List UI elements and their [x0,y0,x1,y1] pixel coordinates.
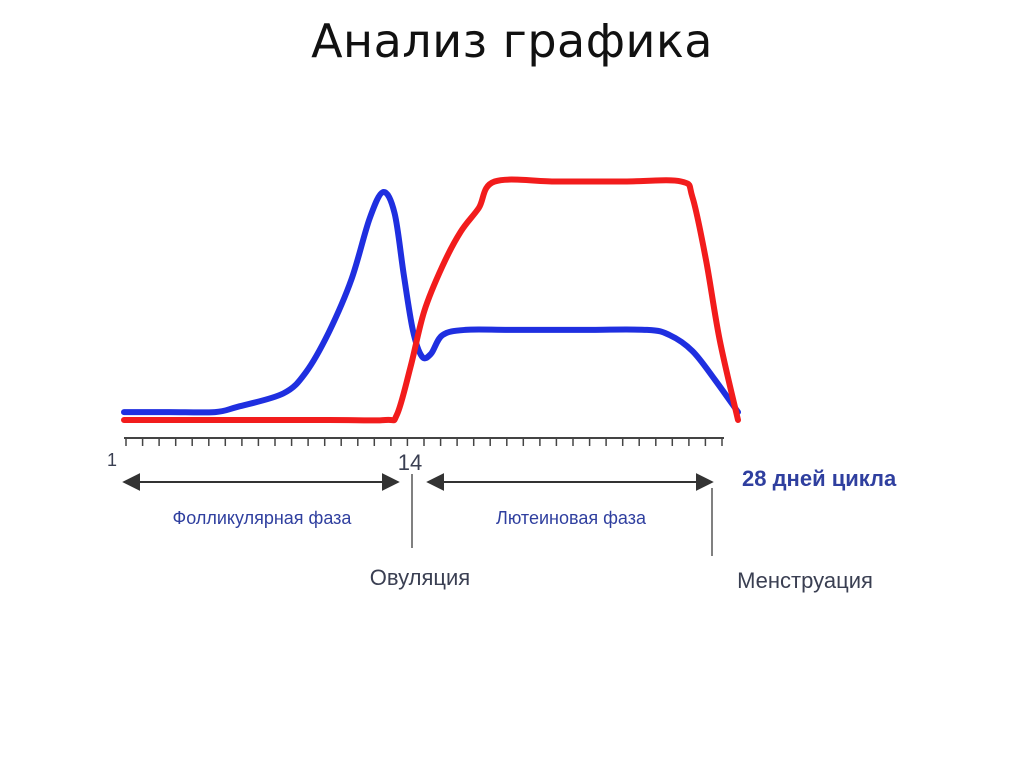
slide-title: Анализ графика [311,14,713,68]
menstruation-label: Менструация [737,568,873,593]
follicular-phase-label: Фолликулярная фаза [173,508,353,528]
blue-curve-line [121,189,741,416]
red-curve-line [121,176,741,424]
curves-layer [121,176,741,424]
phase-annotations [122,473,714,556]
x-axis [124,437,724,446]
x-end-label: 28 дней цикла [742,466,897,491]
ovulation-day-label: 14 [398,450,422,475]
luteal-phase-label: Лютеиновая фаза [496,508,647,528]
ovulation-label: Овуляция [370,565,470,590]
x-start-label: 1 [107,450,117,470]
